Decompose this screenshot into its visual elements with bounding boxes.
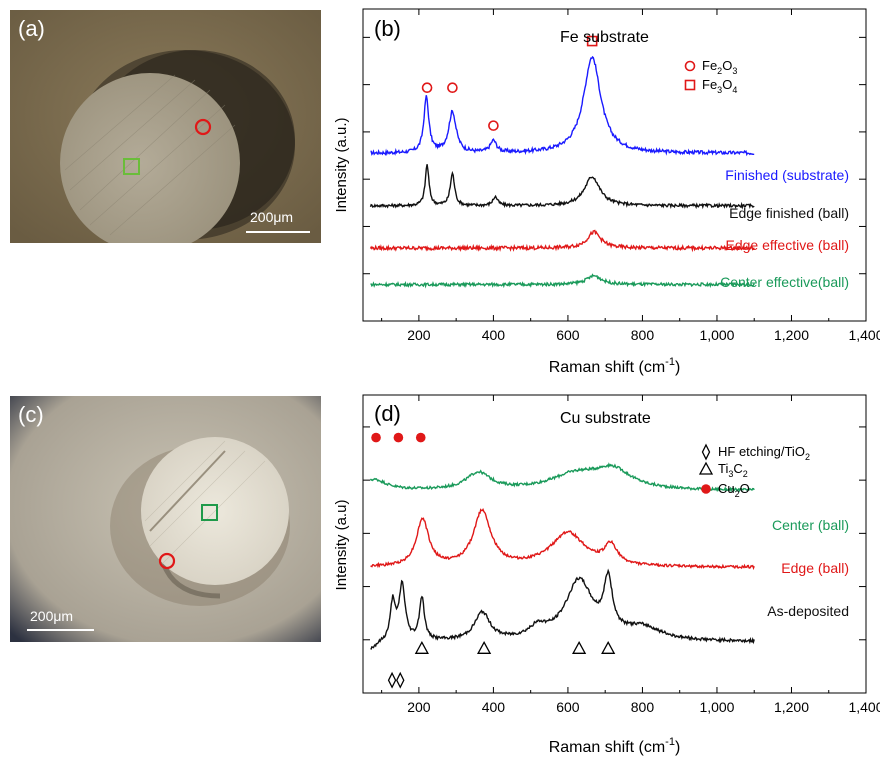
legend-sub: 3	[717, 85, 722, 95]
x-tick-label: 200	[407, 699, 431, 715]
legend-text: O	[740, 481, 750, 496]
series-line	[370, 55, 755, 157]
peak-marker	[396, 671, 405, 689]
x-tick-label: 1,200	[774, 327, 809, 343]
legend-label: Fe2O3	[702, 58, 737, 76]
legend-text: C	[733, 461, 742, 476]
series-label: Edge (ball)	[781, 560, 849, 576]
peak-marker	[586, 35, 598, 47]
x-tick-label: 1,400	[848, 699, 880, 715]
legend-symbol	[698, 461, 714, 475]
legend-label: Ti3C2	[718, 461, 748, 479]
peak-marker	[476, 640, 492, 654]
fe-center-square-marker	[123, 158, 140, 175]
peak-marker	[387, 671, 397, 689]
legend-text: HF etching/TiO	[718, 444, 805, 459]
legend-sub: 2	[805, 452, 810, 462]
legend-text: O	[722, 77, 732, 92]
cu-center-square-marker	[201, 504, 218, 521]
x-tick-label: 400	[482, 327, 506, 343]
scalebar-label-c: 200μm	[30, 608, 74, 624]
plot-frame	[362, 8, 867, 322]
chart-svg: 200 400 600 800 1,000 1,200 1,400 Finished (sub…	[333, 8, 880, 376]
y-axis-label: Intensity (a.u.)	[333, 117, 350, 212]
panel-label-a: (a)	[18, 16, 45, 41]
legend-text: Cu	[718, 481, 735, 496]
fe-edge-circle-marker	[194, 118, 212, 136]
series-label: As-deposited	[767, 603, 849, 619]
legend-sub: 2	[717, 66, 722, 76]
legend-label: Cu2O	[718, 481, 750, 499]
peak-marker	[371, 432, 381, 443]
series-line	[369, 462, 755, 493]
x-tick-label: 200	[407, 327, 431, 343]
peak-marker	[393, 432, 404, 443]
legend-text: Fe	[702, 58, 717, 73]
chart-title: Fe substrate	[560, 29, 649, 46]
legend-sub: 4	[732, 85, 737, 95]
legend-text: O	[722, 58, 732, 73]
series-label: Finished (substrate)	[725, 167, 849, 183]
legend-symbol	[684, 60, 696, 72]
micrograph-c: (c) 200μm	[10, 396, 321, 642]
x-tick-label: 1,400	[848, 327, 880, 343]
x-tick-label: 600	[556, 327, 580, 343]
x-axis-label-text: )	[675, 739, 680, 756]
panel-label: (b)	[374, 16, 401, 41]
cu-edge-circle-marker	[158, 552, 176, 570]
x-tick-label: 1,000	[699, 699, 734, 715]
peak-marker	[421, 82, 433, 94]
x-axis-label-text: Raman shift (cm	[549, 359, 665, 376]
legend-sub: 3	[732, 66, 737, 76]
legend-text: Ti	[718, 461, 728, 476]
peak-marker	[415, 432, 426, 443]
legend-symbol	[684, 79, 696, 91]
legend-symbol	[701, 484, 711, 494]
chart-b: 200 400 600 800 1,000 1,200 1,400 Finished (sub…	[333, 8, 880, 376]
peak-marker	[488, 120, 499, 131]
panel-label-c: (c)	[18, 402, 44, 427]
x-tick-label: 800	[631, 327, 655, 343]
legend-symbol	[701, 443, 711, 461]
legend-sub: 3	[728, 469, 733, 479]
x-axis-label-sup: -1	[665, 356, 675, 368]
scalebar-label-a: 200μm	[250, 209, 294, 225]
x-axis-label: Raman shift (cm-1)	[549, 356, 681, 376]
series-line	[370, 273, 755, 289]
x-axis-label: Raman shift (cm-1)	[549, 736, 681, 756]
series-line	[369, 229, 755, 253]
series-line	[369, 164, 755, 210]
peak-marker	[601, 640, 616, 654]
peak-marker	[447, 82, 458, 94]
x-tick-label: 1,200	[774, 699, 809, 715]
x-axis-label-text: )	[675, 359, 680, 376]
legend-label: Fe3O4	[702, 77, 737, 95]
series-label: Center effective(ball)	[720, 274, 849, 290]
y-axis-label: Intensity (a.u)	[333, 500, 350, 591]
plot-frame	[362, 394, 867, 694]
micrograph-a: (a) 200μm	[10, 10, 321, 243]
series-line	[370, 508, 755, 571]
peak-marker	[414, 640, 429, 654]
series-line	[370, 568, 755, 650]
x-tick-label: 400	[482, 699, 506, 715]
peak-marker	[572, 640, 587, 654]
series-label: Edge finished (ball)	[729, 205, 849, 221]
panel-label: (d)	[374, 401, 401, 426]
legend-sub: 2	[743, 469, 748, 479]
legend-sub: 2	[735, 489, 740, 499]
x-axis-label-text: Raman shift (cm	[549, 739, 665, 756]
x-axis-label-sup: -1	[665, 736, 675, 748]
legend-label: HF etching/TiO2	[718, 444, 810, 462]
legend-text: Fe	[702, 77, 717, 92]
x-tick-label: 600	[556, 699, 580, 715]
series-label: Edge effective (ball)	[726, 237, 849, 253]
x-tick-label: 1,000	[699, 327, 734, 343]
x-tick-label: 800	[631, 699, 655, 715]
chart-title: Cu substrate	[560, 410, 651, 427]
series-label: Center (ball)	[772, 517, 849, 533]
